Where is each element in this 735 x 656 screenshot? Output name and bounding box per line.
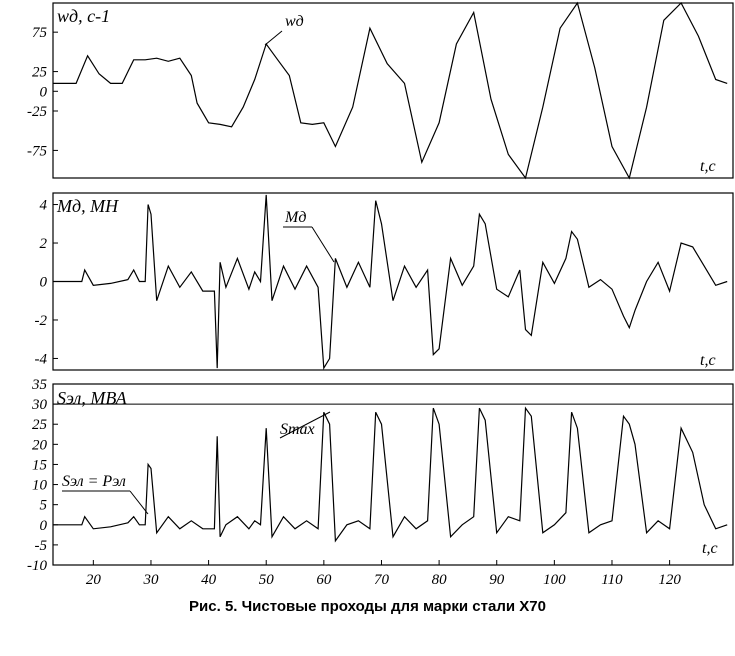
- x-tick-label: 50: [259, 572, 275, 588]
- x-tick-label: 40: [201, 572, 217, 588]
- y-tick-label: 5: [40, 498, 48, 514]
- x-axis-ticks: 20 30 40 50 60 70 80 90 100 110 120: [86, 560, 681, 588]
- y-tick-label: 15: [32, 457, 48, 473]
- y-tick-label: 0: [40, 275, 48, 291]
- y-tick-label: 10: [32, 478, 48, 494]
- y-tick-label: 2: [40, 236, 48, 252]
- power-series-line: [53, 406, 728, 543]
- x-tick-label: 110: [601, 572, 623, 588]
- panel-omega-frame: [52, 2, 734, 179]
- omega-series-line: [53, 1, 728, 180]
- s-equals-p-annotation: Sэл = Pэл: [62, 473, 126, 490]
- moment-annotation-leader-2: [311, 226, 335, 263]
- panel-omega: 75 25 0 -25 -75 wд, с-1 wд t,c: [27, 1, 734, 180]
- panel-omega-yticks: 75 25 0 -25 -75: [27, 25, 58, 159]
- panel-moment: 4 2 0 -2 -4 Mд, МН Mд t,c: [35, 192, 734, 371]
- y-tick-label: 20: [32, 437, 48, 453]
- y-tick-label: -75: [27, 143, 47, 159]
- panel-power-title: Sэл, МВА: [57, 388, 128, 408]
- figure-caption: Рис. 5. Чистовые проходы для марки стали…: [189, 598, 546, 615]
- x-tick-label: 100: [543, 572, 566, 588]
- panel-power-frame: [52, 383, 734, 566]
- y-tick-label: -10: [27, 558, 47, 574]
- y-tick-label: 30: [31, 397, 48, 413]
- panel-moment-xlabel: t,c: [700, 352, 716, 369]
- x-tick-label: 30: [142, 572, 159, 588]
- y-tick-label: -4: [35, 351, 48, 367]
- panel-power-xlabel: t,c: [702, 540, 718, 557]
- x-tick-label: 90: [489, 572, 505, 588]
- y-tick-label: 35: [31, 377, 48, 393]
- omega-annotation-leader: [264, 30, 283, 46]
- x-tick-label: 60: [316, 572, 332, 588]
- panel-omega-xlabel: t,c: [700, 158, 716, 175]
- y-tick-label: -25: [27, 104, 47, 120]
- x-tick-label: 70: [374, 572, 390, 588]
- y-tick-label: 4: [40, 198, 48, 214]
- smax-annotation-leader: [279, 411, 331, 439]
- omega-series-annotation: wд: [285, 13, 304, 30]
- x-tick-label: 120: [658, 572, 681, 588]
- panel-power-yticks: 35 30 25 20 15 10 5 0 -5 -10: [27, 377, 58, 574]
- panel-omega-title: wд, с-1: [57, 6, 110, 26]
- y-tick-label: 0: [40, 84, 48, 100]
- x-tick-label: 80: [432, 572, 448, 588]
- moment-series-annotation: Mд: [284, 209, 306, 226]
- y-tick-label: 25: [32, 65, 48, 81]
- moment-series-line: [53, 194, 728, 371]
- panel-moment-yticks: 4 2 0 -2 -4: [35, 198, 58, 367]
- y-tick-label: 75: [32, 25, 48, 41]
- s-equals-p-leader-2: [129, 490, 149, 515]
- x-tick-label: 20: [86, 572, 102, 588]
- y-tick-label: 25: [32, 417, 48, 433]
- y-tick-label: -5: [35, 538, 48, 554]
- panel-moment-title: Mд, МН: [56, 196, 119, 216]
- y-tick-label: 0: [40, 518, 48, 534]
- y-tick-label: -2: [35, 313, 48, 329]
